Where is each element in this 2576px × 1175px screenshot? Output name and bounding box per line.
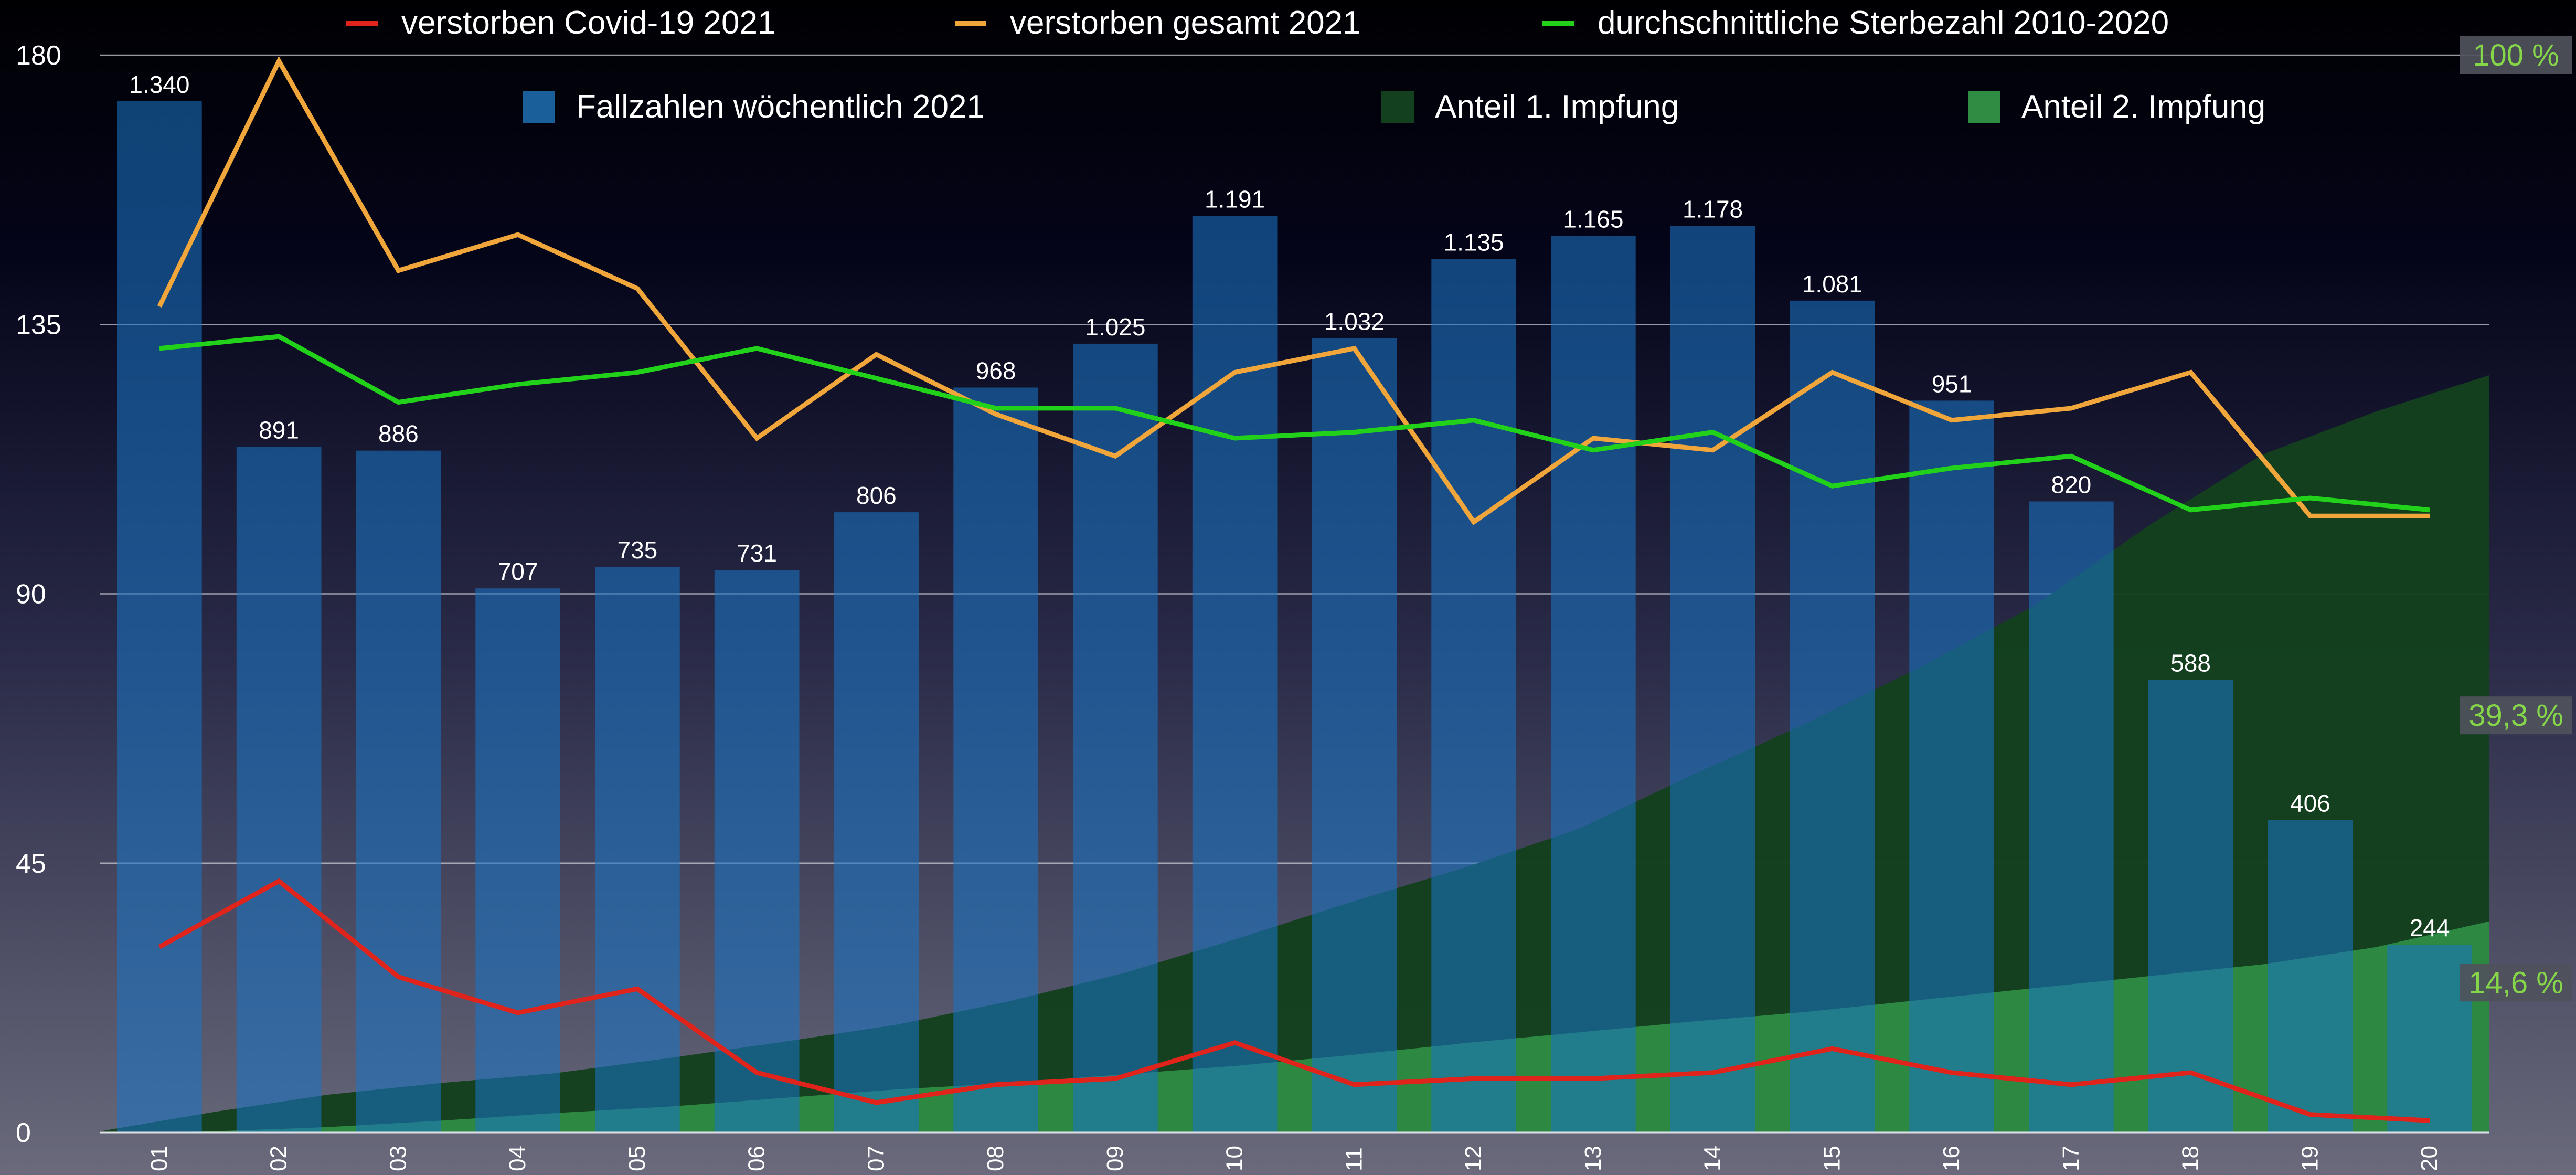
bar-value-label: 244 <box>2410 914 2450 941</box>
bar <box>2029 501 2114 1132</box>
bar <box>356 450 441 1133</box>
legend-box-swatch <box>523 91 555 123</box>
bar-value-label: 820 <box>2051 471 2092 499</box>
x-tick-label: 14 <box>1700 1146 1726 1171</box>
legend-label: verstorben gesamt 2021 <box>1010 5 1361 41</box>
bar <box>834 512 919 1132</box>
bar-value-label: 707 <box>498 558 538 585</box>
line-series-2 <box>159 334 2430 513</box>
x-tick-label: 02 <box>266 1146 292 1171</box>
percent-badge <box>2460 36 2572 74</box>
x-tick-label: 12 <box>1461 1146 1486 1171</box>
legend-label: durchschnittliche Sterbezahl 2010-2020 <box>1598 5 2169 41</box>
line-series-1 <box>157 56 2430 525</box>
bar-value-label: 891 <box>259 416 299 443</box>
x-tick-label: 15 <box>1819 1146 1845 1171</box>
bar <box>117 101 202 1132</box>
bar <box>236 447 322 1132</box>
percent-badge <box>2460 964 2572 1002</box>
bar <box>1431 259 1516 1133</box>
legend-label: verstorben Covid-19 2021 <box>401 5 775 41</box>
bar <box>1551 236 1636 1133</box>
y-tick-label: 90 <box>16 579 46 610</box>
area-second-dose <box>100 921 2489 1132</box>
bar <box>1192 216 1278 1132</box>
legend-label: Anteil 2. Impfung <box>2021 89 2265 125</box>
bar-value-label: 1.340 <box>129 71 189 98</box>
legend-box-swatch <box>1381 91 1414 123</box>
x-tick-label: 04 <box>505 1146 530 1171</box>
x-tick-label: 05 <box>624 1146 650 1171</box>
bar <box>595 567 680 1132</box>
percent-badge-label: 14,6 % <box>2468 966 2563 1000</box>
bar <box>475 588 560 1132</box>
bar-value-label: 1.178 <box>1683 196 1743 223</box>
bar-value-label: 735 <box>618 536 658 564</box>
bar-value-label: 731 <box>737 539 777 567</box>
data-labels: 1.340 891 886 707 735 731 806 968 1.025 1.191 1.03… <box>129 36 2572 1002</box>
bar <box>1073 343 1158 1132</box>
bar <box>1909 400 1994 1132</box>
bar-value-label: 1.165 <box>1563 206 1623 233</box>
x-tick-label: 01 <box>146 1146 172 1171</box>
bar-value-label: 406 <box>2290 790 2330 817</box>
legend: verstorben Covid-19 2021 verstorben gesam… <box>346 5 2265 125</box>
bar-value-label: 951 <box>1932 370 1972 397</box>
bar <box>2387 945 2472 1132</box>
axes: 0 45 90 135 180 01 02 03 04 05 06 07 08 09 10 11 12 13 14 1… <box>16 40 2489 1171</box>
x-tick-label: 08 <box>983 1146 1008 1171</box>
x-tick-label: 17 <box>2058 1146 2084 1171</box>
x-tick-label: 06 <box>744 1146 770 1171</box>
death-lines <box>157 56 2430 1123</box>
legend-label: Fallzahlen wöchentlich 2021 <box>576 89 985 125</box>
bar-value-label: 968 <box>976 357 1016 385</box>
x-tick-label: 03 <box>385 1146 411 1171</box>
bar <box>714 570 800 1132</box>
vaccination-areas <box>100 375 2489 1133</box>
bar-value-label: 1.191 <box>1205 186 1265 213</box>
legend-box-swatch <box>1968 91 2000 123</box>
bar <box>1670 226 1755 1132</box>
bar <box>2268 820 2353 1132</box>
y-tick-label: 135 <box>16 310 61 340</box>
x-tick-label: 20 <box>2417 1146 2442 1171</box>
x-tick-label: 10 <box>1222 1146 1248 1171</box>
bar-value-label: 1.135 <box>1444 229 1504 256</box>
y-tick-label: 180 <box>16 40 61 71</box>
legend-label: Anteil 1. Impfung <box>1435 89 1679 125</box>
bar-value-label: 588 <box>2170 650 2211 677</box>
bar <box>2148 680 2233 1132</box>
bar <box>953 387 1038 1132</box>
x-tick-label: 07 <box>863 1146 889 1171</box>
bar-value-label: 806 <box>856 482 897 509</box>
x-tick-label: 13 <box>1580 1146 1606 1171</box>
bar-value-label: 1.032 <box>1324 308 1385 335</box>
bar-value-label: 1.025 <box>1085 313 1145 341</box>
bar <box>1790 300 1875 1132</box>
y-tick-label: 45 <box>16 849 46 879</box>
x-tick-label: 09 <box>1102 1146 1128 1171</box>
bar-value-label: 886 <box>378 420 419 448</box>
bar-value-label: 1.081 <box>1802 270 1862 298</box>
area-first-dose <box>100 375 2489 1133</box>
x-tick-label: 19 <box>2297 1146 2323 1171</box>
percent-badge-label: 100 % <box>2473 38 2559 72</box>
y-tick-label: 0 <box>16 1118 31 1148</box>
bar <box>1312 338 1397 1132</box>
x-tick-label: 11 <box>1341 1147 1367 1171</box>
line-series-0 <box>158 878 2430 1123</box>
x-tick-label: 18 <box>2178 1146 2204 1171</box>
percent-badge <box>2460 696 2572 735</box>
x-tick-label: 16 <box>1939 1146 1964 1171</box>
percent-badge-label: 39,3 % <box>2468 698 2563 733</box>
